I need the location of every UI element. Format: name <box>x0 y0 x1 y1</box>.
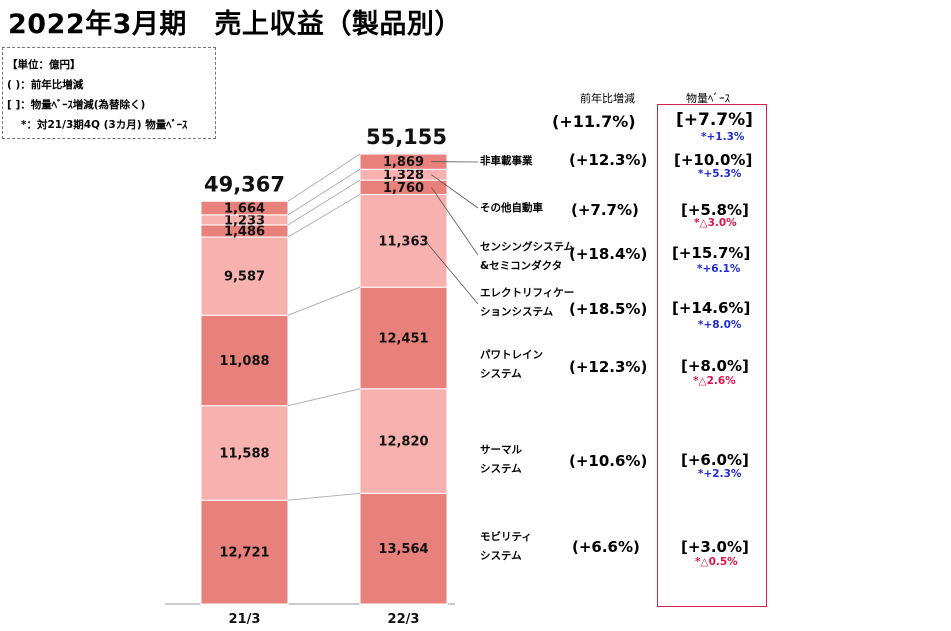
legend-unit: 【単位：億円】 <box>7 59 81 71</box>
segment-volume: [+8.0%] <box>681 357 749 375</box>
segment-label-line: 非車載事業 <box>480 155 533 167</box>
segment-label: 非車載事業 <box>480 152 533 171</box>
data-label: 1,869 <box>383 155 424 170</box>
volume-highlight-box <box>657 104 767 607</box>
volume-column-header: 物量ﾍﾞｰｽ <box>686 92 730 105</box>
segment-quarter-note: *△3.0% <box>694 217 737 229</box>
data-label: 1,760 <box>383 181 424 196</box>
total-yoy: (+11.7%) <box>552 112 636 131</box>
data-label: 1,328 <box>383 168 424 183</box>
data-label: 1,233 <box>224 213 265 228</box>
bar-segment <box>200 405 289 501</box>
bar-segment <box>200 499 289 605</box>
segment-label-line: システム <box>480 463 522 475</box>
segment-yoy: (+7.7%) <box>571 201 639 219</box>
legend-quarter: *：対21/3期4Q (3カ月) 物量ﾍﾞｰｽ <box>21 119 188 131</box>
data-label: 11,588 <box>219 446 269 461</box>
data-label: 11,363 <box>378 234 428 249</box>
data-label: 13,564 <box>378 542 428 557</box>
segment-yoy: (+12.3%) <box>569 358 648 376</box>
data-label: 12,721 <box>219 546 269 561</box>
segment-label: モビリティ システム <box>480 528 532 566</box>
connector-line <box>287 179 361 226</box>
data-label: 11,088 <box>219 354 269 369</box>
data-label: 12,820 <box>378 435 428 450</box>
unit-legend-box: 【単位：億円】 ( )：前年比増減 [ ]：物量ﾍﾞｰｽ増減(為替除く) *：対… <box>2 47 216 139</box>
connector-line <box>287 168 361 216</box>
connector-line <box>287 388 361 407</box>
total-label: 55,155 <box>366 125 447 149</box>
page-title: 2022年3月期 売上収益（製品別） <box>8 9 462 40</box>
data-label: 9,587 <box>224 270 265 285</box>
data-label: 12,451 <box>378 331 428 346</box>
bar-segment <box>359 492 448 605</box>
leader-line <box>431 174 479 209</box>
segment-volume: [+10.0%] <box>674 151 753 169</box>
segment-label: エレクトリフィケー ションシステム <box>480 284 574 322</box>
segment-label: その他自動車 <box>480 199 543 218</box>
segment-volume: [+3.0%] <box>681 538 749 556</box>
segment-label-line: ションシステム <box>480 306 554 318</box>
bar-segment <box>200 200 289 216</box>
total-label: 49,367 <box>204 172 285 196</box>
segment-quarter-note: *+2.3% <box>698 468 742 480</box>
category-label: 21/3 <box>229 612 261 627</box>
leader-line <box>424 240 479 305</box>
segment-yoy: (+10.6%) <box>569 452 648 470</box>
segment-quarter-note: *△0.5% <box>695 556 738 568</box>
segment-volume: [+15.7%] <box>672 244 751 262</box>
data-label: 1,486 <box>224 224 265 239</box>
legend-volume: [ ]：物量ﾍﾞｰｽ増減(為替除く) <box>7 99 146 111</box>
connector-line <box>287 153 361 202</box>
connector-line <box>287 492 361 501</box>
total-volume: [+7.7%] <box>676 110 753 130</box>
segment-label: サーマル システム <box>480 441 522 479</box>
segment-label-line: その他自動車 <box>480 202 543 214</box>
segment-volume: [+5.8%] <box>681 201 749 219</box>
yoy-column-header: 前年比増減 <box>580 92 635 105</box>
segment-label-line: システム <box>480 550 522 562</box>
segment-quarter-note: *△2.6% <box>693 375 736 387</box>
bar-segment <box>359 286 448 390</box>
total-volume-note: *+1.3% <box>701 131 745 143</box>
leader-line <box>431 187 479 256</box>
segment-label-line: &セミコンダクタ <box>480 260 563 272</box>
connector-line <box>287 194 361 238</box>
legend-yoy: ( )：前年比増減 <box>7 79 84 91</box>
segment-label: パワトレイン システム <box>480 346 543 384</box>
segment-yoy: (+6.6%) <box>572 538 640 556</box>
bar-segment <box>359 388 448 494</box>
segment-volume: [+14.6%] <box>672 299 751 317</box>
segment-label-line: サーマル <box>480 444 522 456</box>
segment-quarter-note: *+6.1% <box>697 263 741 275</box>
segment-yoy: (+12.3%) <box>569 151 648 169</box>
segment-volume: [+6.0%] <box>681 451 749 469</box>
bar-segment <box>359 193 448 288</box>
category-label: 22/3 <box>388 612 420 627</box>
segment-label: センシングシステム &セミコンダクタ <box>480 238 574 276</box>
segment-label-line: モビリティ <box>480 531 532 543</box>
data-label: 1,664 <box>224 202 265 217</box>
segment-label-line: センシングシステム <box>480 241 575 253</box>
segment-yoy: (+18.5%) <box>569 300 648 318</box>
segment-label-line: システム <box>480 368 522 380</box>
segment-yoy: (+18.4%) <box>569 245 648 263</box>
segment-label-line: パワトレイン <box>480 349 543 361</box>
segment-label-line: エレクトリフィケー <box>480 287 575 299</box>
segment-quarter-note: *+5.3% <box>698 168 742 180</box>
connector-line <box>287 286 361 316</box>
segment-quarter-note: *+8.0% <box>698 319 742 331</box>
